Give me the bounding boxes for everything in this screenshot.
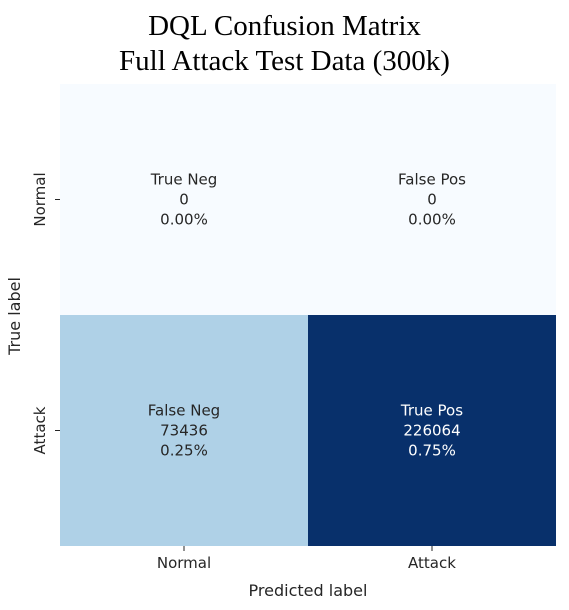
cell-false-pos-percent: 0.00% xyxy=(408,211,456,229)
cell-true-neg-count: 0 xyxy=(179,191,189,209)
heatmap-cell-false-pos xyxy=(308,84,556,315)
y-tick-label-attack: Attack xyxy=(31,406,49,454)
x-tick-label-normal: Normal xyxy=(157,554,211,572)
cell-false-pos-count: 0 xyxy=(427,191,437,209)
cell-true-pos-percent: 0.75% xyxy=(408,442,456,460)
cell-false-neg-count: 73436 xyxy=(160,422,208,440)
cell-true-pos-count: 226064 xyxy=(403,422,460,440)
chart-title-line-1: DQL Confusion Matrix xyxy=(148,10,421,42)
heatmap-cell-false-neg xyxy=(60,315,308,546)
cell-true-neg-label: True Neg xyxy=(150,171,218,189)
cell-true-pos-label: True Pos xyxy=(400,402,463,420)
y-tick-label-normal: Normal xyxy=(31,172,49,226)
heatmap-cells xyxy=(60,84,556,546)
cell-false-neg-label: False Neg xyxy=(148,402,220,420)
chart-title-line-2: Full Attack Test Data (300k) xyxy=(119,45,450,77)
x-axis-label: Predicted label xyxy=(249,581,368,600)
cell-false-pos-label: False Pos xyxy=(398,171,466,189)
heatmap-cell-true-pos xyxy=(308,315,556,546)
cell-true-neg-percent: 0.00% xyxy=(160,211,208,229)
heatmap-cell-annotations: True Neg 0 0.00% False Pos 0 0.00% False Neg 73… xyxy=(148,171,466,460)
x-tick-label-attack: Attack xyxy=(408,554,456,572)
heatmap-axes: Normal Attack Normal Attack xyxy=(31,172,456,572)
cell-false-neg-percent: 0.25% xyxy=(160,442,208,460)
y-axis-label: True label xyxy=(5,277,24,356)
heatmap-cell-true-neg xyxy=(60,84,308,315)
